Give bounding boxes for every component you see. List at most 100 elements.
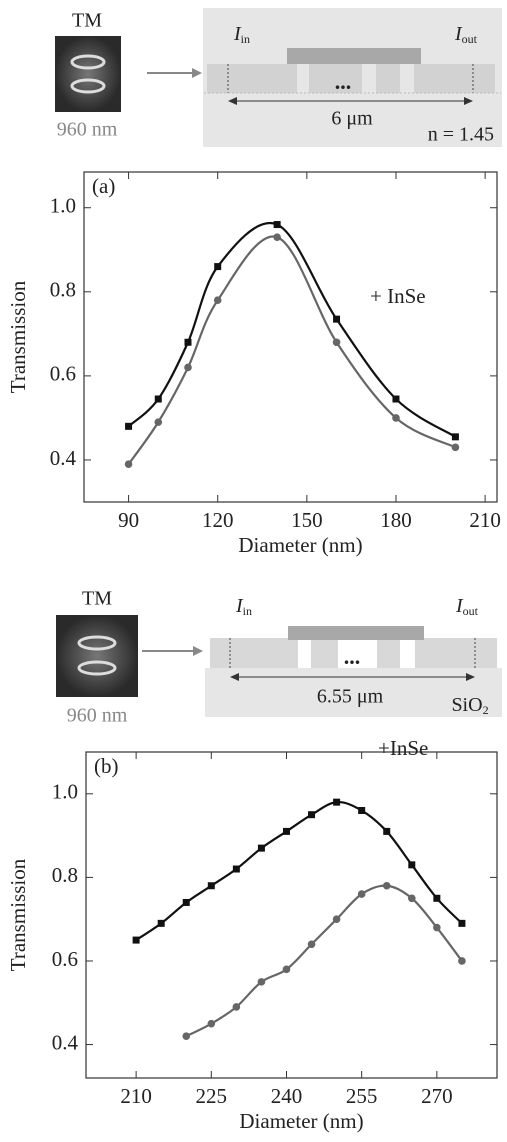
page: {"diagrams": [ {"mode": "TM", "wavelengt… <box>0 0 507 1142</box>
data-point <box>358 890 366 898</box>
data-point <box>184 339 191 346</box>
data-point <box>458 957 466 965</box>
data-point <box>214 263 221 270</box>
mode-label: TM <box>72 10 102 32</box>
data-point <box>383 882 391 890</box>
data-point <box>183 899 190 906</box>
x-tick-label: 180 <box>380 508 412 532</box>
y-axis-label: Transmission <box>6 858 30 971</box>
data-point <box>258 978 266 986</box>
data-point <box>258 845 265 852</box>
data-point <box>208 1020 216 1028</box>
data-point <box>283 828 290 835</box>
wavelength: 960 nm <box>57 119 118 141</box>
y-axis-label: Transmission <box>6 280 30 393</box>
y-tick-label: 0.4 <box>50 446 77 470</box>
data-point <box>133 937 140 944</box>
y-tick-label: 0.4 <box>52 1030 79 1054</box>
data-point <box>208 882 215 889</box>
data-point <box>433 924 441 932</box>
series-line <box>136 802 462 940</box>
data-point <box>333 799 340 806</box>
x-axis-label: Diameter (nm) <box>238 533 362 557</box>
data-point <box>273 233 281 241</box>
waveguide <box>377 638 400 668</box>
data-point <box>308 940 316 948</box>
y-tick-label: 1.0 <box>52 780 78 804</box>
arrow-head <box>192 68 202 78</box>
y-tick-label: 0.6 <box>50 362 76 386</box>
annotation: +InSe <box>378 736 428 760</box>
mode-label: TM <box>82 588 112 610</box>
data-point <box>383 828 390 835</box>
length-label: 6.55 μm <box>317 686 384 708</box>
waveguide <box>415 638 497 668</box>
length-label: 6 μm <box>331 108 373 130</box>
x-tick-label: 90 <box>118 508 139 532</box>
plot-frame <box>86 752 497 1078</box>
waveguide <box>311 638 338 668</box>
ellipsis: ... <box>335 69 352 94</box>
data-point <box>233 866 240 873</box>
data-point <box>125 423 132 430</box>
ellipsis: ... <box>344 644 361 669</box>
x-tick-label: 240 <box>271 1084 303 1108</box>
series-line <box>186 886 462 1037</box>
diagram-top: TM 960 nm ... Iin Iout 6 μm n = 1.45 <box>55 8 502 147</box>
data-point <box>125 460 133 468</box>
data-point <box>155 396 162 403</box>
input-label: Iin <box>235 595 252 618</box>
data-point <box>274 221 281 228</box>
data-point <box>433 895 440 902</box>
diagram-bottom: TM 960 nm ... Iin Iout 6.55 μm SiO2 <box>56 588 502 727</box>
plot-frame <box>84 172 497 502</box>
series-line <box>129 236 456 464</box>
output-label: Iout <box>455 595 479 618</box>
x-axis-label: Diameter (nm) <box>239 1109 363 1133</box>
x-tick-label: 150 <box>291 508 323 532</box>
x-tick-label: 210 <box>469 508 501 532</box>
x-tick-label: 270 <box>421 1084 453 1108</box>
data-point <box>458 920 465 927</box>
y-tick-label: 0.6 <box>52 947 78 971</box>
data-point <box>233 1003 241 1011</box>
waveguide <box>376 64 400 93</box>
chart: 210 225 240 255 270 0.4 0.6 0.8 1.0 (b) Diameter (… <box>6 736 497 1133</box>
data-point <box>214 296 222 304</box>
inse-layer <box>287 48 421 64</box>
waveguide <box>207 64 297 93</box>
data-point <box>452 444 460 452</box>
figure: TM 960 nm ... Iin Iout 6 μm n = 1.45 TM … <box>0 0 507 1142</box>
wavelength: 960 nm <box>67 705 128 727</box>
data-point <box>154 418 162 426</box>
y-tick-label: 0.8 <box>52 863 78 887</box>
annotation: + InSe <box>370 284 426 308</box>
data-point <box>333 316 340 323</box>
panel-label: (b) <box>94 754 119 778</box>
data-point <box>182 1032 190 1040</box>
x-tick-label: 255 <box>346 1084 378 1108</box>
x-tick-label: 210 <box>120 1084 152 1108</box>
waveguide <box>414 64 495 93</box>
data-point <box>283 966 291 974</box>
series-line <box>129 223 456 437</box>
x-tick-label: 120 <box>202 508 234 532</box>
waveguide <box>210 638 298 668</box>
data-point <box>392 396 399 403</box>
data-point <box>408 894 416 902</box>
data-point <box>392 414 400 422</box>
data-point <box>333 915 341 923</box>
mode-image <box>56 615 138 697</box>
arrow-head <box>193 646 203 656</box>
inse-layer <box>288 626 424 640</box>
mode-image <box>55 36 121 112</box>
y-tick-label: 1.0 <box>50 194 76 218</box>
data-point <box>333 338 341 346</box>
data-point <box>408 861 415 868</box>
x-tick-label: 225 <box>196 1084 228 1108</box>
y-tick-label: 0.8 <box>50 278 76 302</box>
data-point <box>358 807 365 814</box>
data-point <box>158 920 165 927</box>
data-point <box>184 364 192 372</box>
